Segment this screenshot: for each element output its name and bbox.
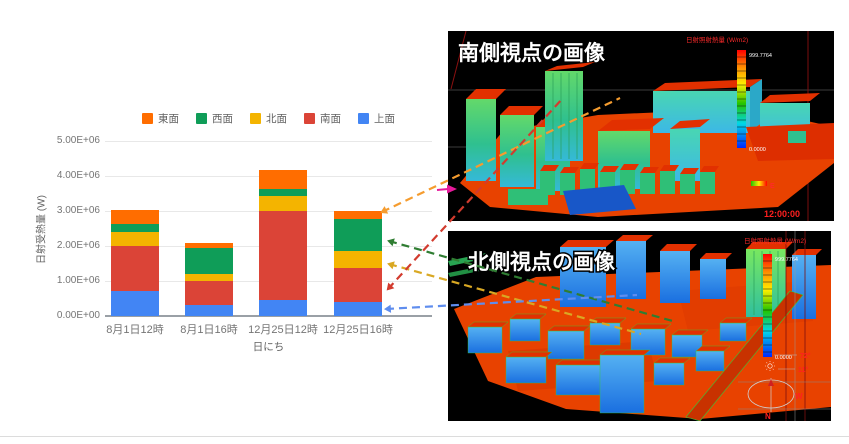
legend-swatch <box>142 113 153 124</box>
legend-label: 東面 <box>158 113 179 125</box>
perspective-guide-line <box>450 31 467 90</box>
bar-segment-西面 <box>185 248 233 274</box>
bottom-divider <box>0 436 849 437</box>
bar-segment-東面 <box>334 210 382 220</box>
bar-segment-西面 <box>334 219 382 251</box>
x-tick-label: 12月25日16時 <box>323 324 393 336</box>
south-colorbar-max: 999.7764 <box>749 53 772 59</box>
bar-segment-上面 <box>334 301 382 316</box>
sun-direction-arrow <box>768 379 774 386</box>
legend-item-西面: 西面 <box>196 111 233 126</box>
compass-east-label: E <box>770 183 775 190</box>
x-tick-label: 8月1日12時 <box>106 324 164 336</box>
bar-segment-南面 <box>111 245 159 291</box>
x-axis-baseline <box>105 315 432 317</box>
bar-segment-東面 <box>111 209 159 224</box>
bar-segment-上面 <box>259 299 307 316</box>
north-colorbar-label: 日射照射熱量 (W/m2) <box>744 236 806 245</box>
bar-segment-西面 <box>259 189 307 196</box>
compass-rose: W N <box>747 378 803 421</box>
y-tick-label: 2.00E+06 <box>56 240 100 251</box>
north-colorbar-max: 999.7764 <box>775 257 798 263</box>
north-colorbar: 日射照射熱量 (W/m2) 999.7764 0.0000 <box>744 236 806 361</box>
north-colorbar-min: 0.0000 <box>775 355 792 361</box>
simulation-time: 12:00:00 <box>764 209 800 219</box>
north-view-title: 北側視点の画像 <box>468 250 616 274</box>
y-gridline <box>105 141 432 142</box>
legend-swatch <box>250 113 261 124</box>
y-tick-label: 5.00E+06 <box>56 135 100 146</box>
compass-north-label: N <box>765 412 771 421</box>
bar-segment-北面 <box>334 250 382 269</box>
legend-item-上面: 上面 <box>358 111 395 126</box>
x-tick-label: 8月1日16時 <box>180 324 238 336</box>
bar-segment-東面 <box>259 170 307 190</box>
east-mini-colorbar <box>751 181 767 186</box>
north-view-image: 日射照射熱量 (W/m2) 999.7764 0.0000 72° 11° W <box>448 231 831 421</box>
bar-segment-北面 <box>185 274 233 282</box>
sun-icon <box>765 361 775 371</box>
y-tick-label: 1.00E+06 <box>56 275 100 286</box>
y-tick-label: 0.00E+00 <box>56 310 100 321</box>
legend-label: 上面 <box>374 113 395 125</box>
solar-altitude-label: 72° <box>800 352 811 360</box>
south-colorbar: 日射照射熱量 (W/m2) 999.7764 0.0000 <box>686 35 772 153</box>
bar-segment-西面 <box>111 223 159 233</box>
chart-legend: 東面 西面 北面 南面 上面 <box>105 111 432 126</box>
south-colorbar-label: 日射照射熱量 (W/m2) <box>686 35 748 44</box>
legend-swatch <box>358 113 369 124</box>
y-tick-label: 3.00E+06 <box>56 205 100 216</box>
legend-item-南面: 南面 <box>304 111 341 126</box>
legend-swatch <box>196 113 207 124</box>
x-tick-label: 12月25日12時 <box>248 324 318 336</box>
bar-segment-南面 <box>334 268 382 302</box>
south-view-image: 日射照射熱量 (W/m2) 999.7764 0.0000 E 12:00:00… <box>448 31 834 221</box>
legend-item-東面: 東面 <box>142 111 179 126</box>
bar-segment-上面 <box>111 290 159 316</box>
compass-west-label: W <box>795 392 803 401</box>
y-tick-label: 4.00E+06 <box>56 170 100 181</box>
south-colorbar-min: 0.0000 <box>749 147 766 153</box>
solar-azimuth-label: 11° <box>798 366 808 374</box>
legend-item-北面: 北面 <box>250 111 287 126</box>
bar-segment-南面 <box>259 210 307 300</box>
bar-segment-上面 <box>185 305 233 316</box>
bar-segment-南面 <box>185 281 233 306</box>
bar-segment-東面 <box>185 243 233 249</box>
elevated-road <box>685 290 804 421</box>
bar-segment-北面 <box>111 232 159 246</box>
south-view-title: 南側視点の画像 <box>458 41 606 65</box>
legend-label: 南面 <box>320 113 341 125</box>
y-axis-title: 日射受熱量 (W) <box>36 195 48 264</box>
x-axis-title: 日にち <box>252 341 285 353</box>
bar-segment-北面 <box>259 195 307 211</box>
legend-label: 西面 <box>212 113 233 125</box>
legend-label: 北面 <box>266 113 287 125</box>
legend-swatch <box>304 113 315 124</box>
